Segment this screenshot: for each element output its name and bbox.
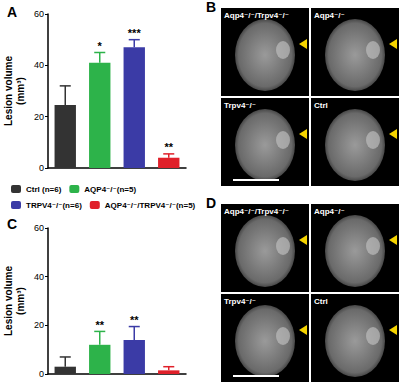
svg-text:Ctrl (n=6): Ctrl (n=6) (26, 185, 62, 194)
svg-text:20: 20 (34, 320, 44, 330)
svg-text:Trpv4⁻/⁻: Trpv4⁻/⁻ (224, 297, 256, 306)
svg-text:0: 0 (39, 163, 44, 173)
svg-text:Ctrl: Ctrl (314, 101, 328, 110)
svg-text:Aqp4⁻/⁻/Trpv4⁻/⁻: Aqp4⁻/⁻/Trpv4⁻/⁻ (224, 11, 289, 20)
svg-text:Aqp4⁻/⁻/Trpv4⁻/⁻: Aqp4⁻/⁻/Trpv4⁻/⁻ (224, 207, 289, 216)
svg-text:C: C (7, 216, 17, 232)
svg-text:**: ** (164, 141, 173, 153)
svg-text:40: 40 (34, 60, 44, 70)
svg-text:B: B (206, 0, 216, 15)
svg-text:AQP4⁻/⁻(n=5): AQP4⁻/⁻(n=5) (84, 185, 136, 194)
svg-text:Ctrl: Ctrl (314, 297, 328, 306)
svg-text:Aqp4⁻/⁻: Aqp4⁻/⁻ (314, 207, 345, 216)
svg-text:60: 60 (34, 9, 44, 19)
svg-text:Lesion volume: Lesion volume (3, 56, 14, 126)
svg-text:**: ** (130, 314, 139, 326)
svg-text:(mm³): (mm³) (15, 287, 26, 315)
svg-text:**: ** (95, 319, 104, 331)
svg-text:0: 0 (39, 369, 44, 379)
svg-text:AQP4⁻/⁻/TRPV4⁻/⁻(n=5): AQP4⁻/⁻/TRPV4⁻/⁻(n=5) (105, 201, 196, 210)
svg-text:D: D (206, 196, 216, 211)
svg-text:TRPV4⁻/⁻(n=6): TRPV4⁻/⁻(n=6) (26, 201, 82, 210)
svg-text:20: 20 (34, 112, 44, 122)
svg-text:Aqp4⁻/⁻: Aqp4⁻/⁻ (314, 11, 345, 20)
svg-text:40: 40 (34, 272, 44, 282)
svg-text:60: 60 (34, 223, 44, 233)
svg-text:*: * (98, 40, 103, 52)
svg-text:Lesion volume: Lesion volume (3, 266, 14, 336)
svg-text:(mm³): (mm³) (15, 77, 26, 105)
svg-text:***: *** (128, 27, 142, 39)
svg-text:A: A (7, 4, 17, 20)
svg-text:Trpv4⁻/⁻: Trpv4⁻/⁻ (224, 101, 256, 110)
